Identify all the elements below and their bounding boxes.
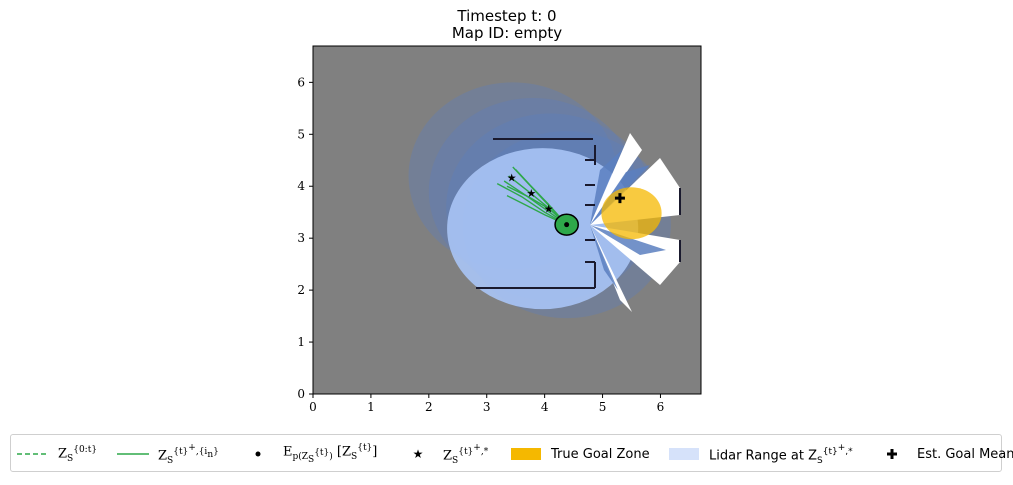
legend-item-goal-mean: Est. Goal Mean <box>875 435 1013 473</box>
lidar-wedge <box>590 225 618 290</box>
marker-layer: ★ ★ ★ <box>507 171 625 236</box>
solid-line-icon <box>117 453 149 455</box>
free-space-wedge <box>590 225 680 285</box>
x-tick-label: 5 <box>599 400 607 414</box>
x-tick-label: 2 <box>425 400 433 414</box>
legend-item-goal-zone: True Goal Zone <box>509 435 650 473</box>
best-trajectory-star: ★ <box>507 171 517 184</box>
lidar-wedge <box>590 225 666 255</box>
best-trajectory-star: ★ <box>526 187 536 200</box>
x-tick-label: 0 <box>309 400 317 414</box>
map-walls <box>476 138 681 289</box>
dashed-line-icon <box>17 453 49 455</box>
plot-axes: ★ ★ ★ 0 1 2 3 4 5 6 0 1 2 3 4 5 6 <box>297 45 702 414</box>
legend-item-expected: Ep(ZS{t}) [ZS{t}] <box>241 435 377 473</box>
chart-subtitle: Map ID: empty <box>451 24 563 42</box>
legend-item-best: ★ ZS{t}+,* <box>401 435 489 473</box>
legend-label: Est. Goal Mean <box>917 446 1013 462</box>
free-space-wedge <box>590 225 632 312</box>
legend-item-sampled: ZS{t}+,{in} <box>116 435 219 473</box>
y-axis: 0 1 2 3 4 5 6 <box>297 75 313 401</box>
expected-state-point <box>564 222 570 228</box>
legend-label: ZS{t}+,* <box>443 442 489 466</box>
legend: ZS{0:t} ZS{t}+,{in} Ep(ZS{t}) [ZS{t}] ★ … <box>10 434 1013 473</box>
sampled-trajectory <box>503 180 568 226</box>
best-trajectory-star: ★ <box>544 203 554 216</box>
lidar-range-current <box>447 148 639 310</box>
goal-layer <box>601 187 662 240</box>
sampled-trajectory <box>496 182 567 226</box>
y-tick-label: 3 <box>297 231 305 245</box>
x-tick-label: 4 <box>541 400 549 414</box>
legend-item-lidar: Lidar Range at ZS{t}+,* <box>667 435 853 473</box>
plus-marker-icon <box>887 449 897 459</box>
x-tick-label: 1 <box>367 400 375 414</box>
star-icon: ★ <box>413 447 424 461</box>
legend-label: ZS{t}+,{in} <box>158 442 219 466</box>
svg-text:★: ★ <box>413 447 424 461</box>
dot-icon <box>255 451 261 457</box>
y-tick-label: 6 <box>297 75 305 89</box>
est-goal-mean-marker <box>614 193 625 204</box>
y-tick-label: 1 <box>297 335 305 349</box>
x-tick-label: 6 <box>657 400 665 414</box>
y-tick-label: 4 <box>297 179 305 193</box>
y-tick-label: 5 <box>297 127 305 141</box>
y-tick-label: 0 <box>297 387 305 401</box>
legend-label: Ep(ZS{t}) [ZS{t}] <box>283 443 378 465</box>
legend-label: Lidar Range at ZS{t}+,* <box>709 442 853 466</box>
lidar-swatch <box>669 448 699 460</box>
true-goal-zone <box>601 187 662 240</box>
axes-frame <box>312 45 702 395</box>
goal-zone-swatch <box>511 448 541 460</box>
lidar-wedge <box>590 150 622 225</box>
x-axis: 0 1 2 3 4 5 6 <box>309 394 664 414</box>
trajectory-layer <box>496 166 568 226</box>
y-tick-label: 2 <box>297 283 305 297</box>
chart-title: Timestep t: 0 <box>457 7 557 25</box>
x-tick-label: 3 <box>483 400 491 414</box>
legend-item-history: ZS{0:t} <box>16 435 97 473</box>
legend-label: True Goal Zone <box>551 446 650 462</box>
free-space-wedge <box>590 133 642 225</box>
legend-label: ZS{0:t} <box>58 444 98 464</box>
sampled-trajectory <box>515 169 568 226</box>
